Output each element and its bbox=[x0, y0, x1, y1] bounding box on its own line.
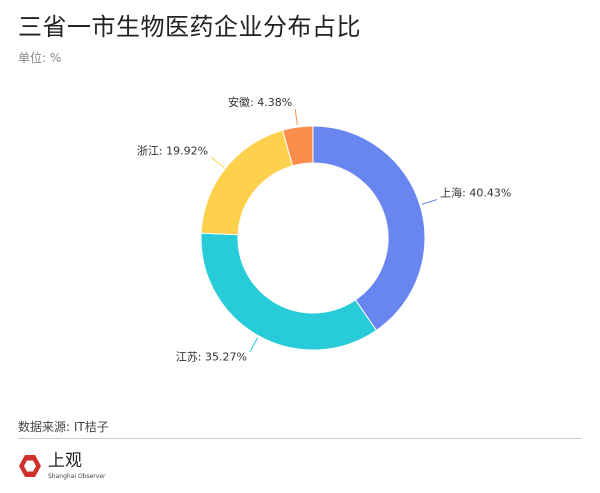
leader-line-0 bbox=[421, 199, 438, 205]
leader-line-2 bbox=[210, 156, 224, 168]
slice-1 bbox=[200, 232, 378, 351]
leader-line-3 bbox=[294, 109, 298, 126]
data-source: 数据来源: IT桔子 bbox=[18, 420, 109, 434]
logo: 上观 Shanghai Observer bbox=[18, 450, 105, 481]
slice-0 bbox=[312, 125, 426, 332]
chart-title: 三省一市生物医药企业分布占比 bbox=[18, 13, 361, 41]
donut-chart: 上海: 40.43% 江苏: 35.27% 浙江: 19.92% 安徽: 4.38% bbox=[137, 95, 511, 364]
logo-text: 上观 bbox=[48, 451, 82, 471]
logo-textbox: 上观 Shanghai Observer bbox=[48, 450, 105, 481]
data-label-0: 上海: 40.43% bbox=[440, 186, 511, 200]
slice-3 bbox=[281, 125, 314, 167]
data-label-3: 安徽: 4.38% bbox=[228, 95, 292, 109]
leader-line-1 bbox=[249, 337, 259, 352]
slice-2 bbox=[200, 129, 294, 236]
divider bbox=[18, 438, 582, 439]
logo-subtext: Shanghai Observer bbox=[48, 473, 106, 480]
logo-icon bbox=[19, 454, 41, 477]
data-label-1: 江苏: 35.27% bbox=[176, 351, 247, 364]
data-label-2: 浙江: 19.92% bbox=[137, 144, 208, 157]
unit-label: 单位: % bbox=[18, 51, 62, 65]
